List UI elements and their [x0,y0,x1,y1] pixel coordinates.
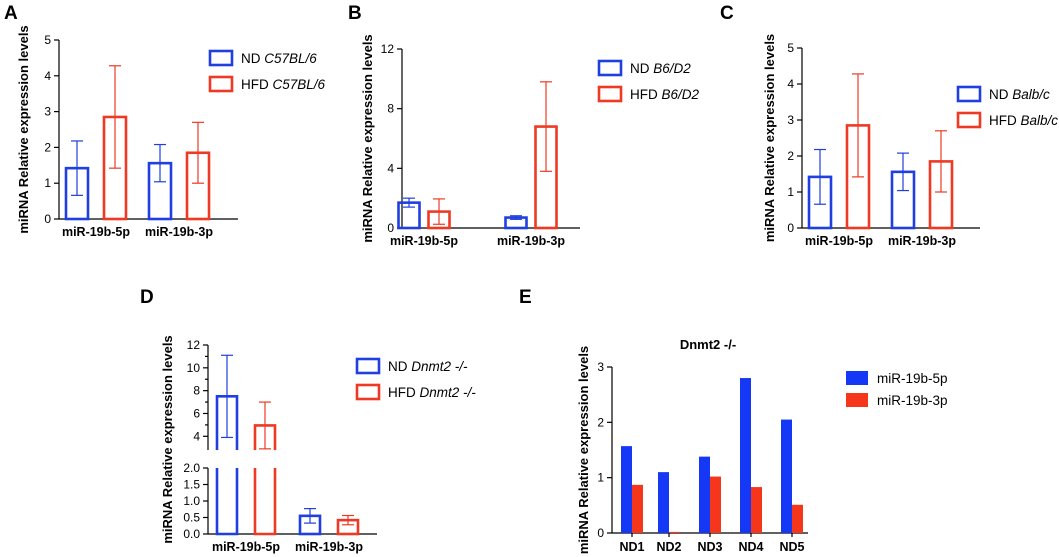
legend-label: HFD Balb/c [989,113,1058,128]
bar [710,476,721,533]
y-axis-label: miRNA Relative expression levels [16,25,31,233]
x-category-label: miR-19b-5p [805,234,873,248]
bar [632,484,643,533]
bar-lower-segment [253,468,277,536]
y-tick-label: 1.0 [183,494,200,508]
legend-swatch [956,85,982,103]
x-category-label: miR-19b-3p [295,540,363,554]
y-tick-label: 12 [381,42,395,56]
bar [669,531,680,533]
y-tick-label: 0 [387,221,394,235]
legend-swatch [846,393,868,407]
y-tick-label: 5 [44,33,51,47]
y-tick-label: 2.0 [183,461,200,475]
legend-swatch [846,371,868,385]
x-category-label: ND3 [697,540,722,554]
y-tick-label: 3 [787,113,794,127]
legend-swatch [208,75,234,93]
panel-letter: A [4,3,18,24]
bar [781,419,792,533]
x-category-label: ND1 [619,540,644,554]
x-category-label: miR-19b-3p [888,234,956,248]
y-tick-label: 0 [597,526,604,540]
panel-letter: D [140,287,154,308]
y-tick-label: 2 [787,149,794,163]
x-category-label: ND4 [738,540,763,554]
y-tick-label: 2 [597,415,604,429]
x-category-label: miR-19b-3p [145,225,213,239]
y-tick-label: 1.5 [183,478,200,492]
y-tick-label: 4 [44,69,51,83]
y-axis-label: miRNA Relative expression levels [762,34,777,242]
y-tick-label: 0.5 [183,511,200,525]
panel-B: B 0 4 8 12 miRNA Relative expression levels mi… [348,3,700,248]
y-tick-label: 4 [193,429,200,443]
legend-label: HFD Dnmt2 -/- [388,385,476,400]
legend-label: miR-19b-3p [877,393,948,408]
y-axis-label: miRNA Relative expression levels [360,34,375,242]
legend-label: ND B6/D2 [630,61,691,76]
y-axis-label: miRNA Relative expression levels [576,346,591,554]
legend-label: HFD C57BL/6 [241,77,326,92]
legend-label: HFD B6/D2 [630,87,700,102]
bar [699,456,710,533]
x-category-label: miR-19b-5p [212,540,280,554]
x-category-label: ND2 [656,540,681,554]
panel-letter: B [348,3,362,24]
legend-swatch [355,383,381,401]
bar [740,378,751,533]
bar [621,446,632,533]
panel-A: A 0 1 2 3 4 5 miRNA Relative expression levels m… [4,3,326,239]
y-tick-label: 0.0 [183,527,200,541]
y-tick-label: 6 [193,406,200,420]
x-category-label: miR-19b-3p [497,234,565,248]
panel-letter: C [720,3,734,24]
bar [792,504,803,533]
legend-label: ND Balb/c [989,87,1050,102]
y-tick-label: 1 [597,471,604,485]
y-axis-label: miRNA Relative expression levels [160,335,175,543]
legend-label: ND C57BL/6 [241,51,317,66]
y-tick-label: 8 [193,384,200,398]
y-tick-label: 8 [387,102,394,116]
y-tick-label: 4 [787,77,794,91]
legend-swatch [597,59,623,77]
panel-C: C 0 1 2 3 4 5 miRNA Relative expression levels m… [720,3,1058,248]
legend-swatch [597,85,623,103]
panel-letter: E [519,287,532,308]
x-category-label: miR-19b-5p [390,234,458,248]
x-category-label: miR-19b-5p [62,225,130,239]
x-category-label: ND5 [779,540,804,554]
y-tick-label: 0 [44,212,51,226]
y-tick-label: 10 [187,361,201,375]
y-tick-label: 1 [787,185,794,199]
y-tick-label: 12 [187,338,201,352]
y-tick-label: 0 [787,221,794,235]
bar [658,472,669,533]
legend-swatch [208,49,234,67]
y-tick-label: 5 [787,41,794,55]
bar [751,487,762,533]
y-tick-label: 2 [44,140,51,154]
panel-E: E Dnmt2 -/- 0 1 2 3 miRNA Relative expression … [519,287,948,554]
chart-title: Dnmt2 -/- [680,337,736,352]
y-tick-label: 3 [597,360,604,374]
panel-D: D 4 6 8 10 12 0.0 0.5 1.0 1.5 2.0 miRNA Relative ex… [140,287,476,554]
legend-swatch [956,111,982,129]
legend-label: ND Dnmt2 -/- [388,359,468,374]
legend-swatch [355,357,381,375]
legend-label: miR-19b-5p [877,371,948,386]
y-tick-label: 4 [387,161,394,175]
y-tick-label: 1 [44,176,51,190]
bar-lower-segment [215,468,239,536]
y-tick-label: 3 [44,105,51,119]
